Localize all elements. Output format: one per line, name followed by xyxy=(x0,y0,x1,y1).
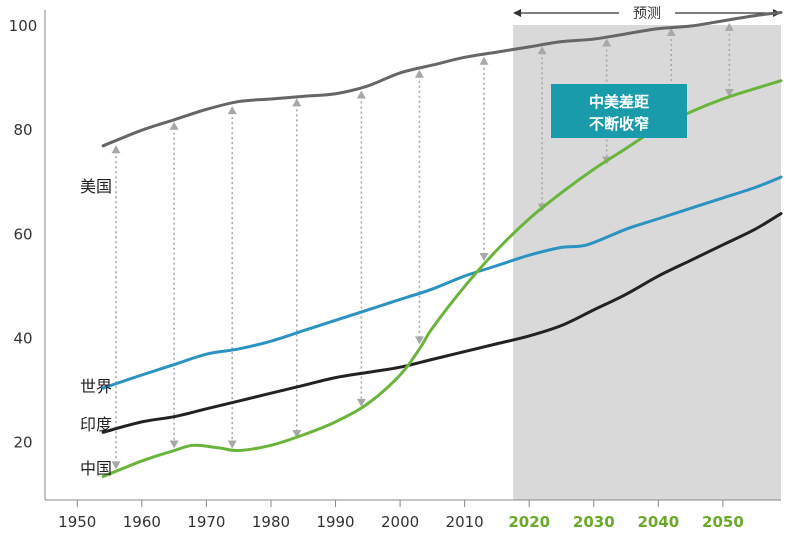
series-line-美国 xyxy=(101,11,783,148)
forecast-label: 预测 xyxy=(633,6,661,22)
x-tick-label: 1960 xyxy=(123,513,161,531)
y-tick-label: 60 xyxy=(13,225,32,243)
annotation: 中美差距 不断收窄 xyxy=(551,84,687,138)
series-lines xyxy=(101,11,783,479)
x-tick-label: 2010 xyxy=(446,513,484,531)
gap-marker xyxy=(356,90,366,407)
gap-marker xyxy=(724,22,734,97)
x-tick-label: 1970 xyxy=(187,513,225,531)
x-tick-label: 2000 xyxy=(381,513,419,531)
y-tick-label: 100 xyxy=(9,17,38,35)
gap-marker xyxy=(169,121,179,449)
x-tick-label: 2050 xyxy=(702,513,744,531)
gap-marker xyxy=(414,69,424,345)
x-tick-label: 1950 xyxy=(58,513,96,531)
y-tick-label: 80 xyxy=(13,121,32,139)
gap-marker xyxy=(479,56,489,262)
gap-marker xyxy=(292,98,302,439)
annotation-box xyxy=(551,84,687,138)
series-label-印度: 印度 xyxy=(80,415,112,434)
x-tick-label: 2030 xyxy=(573,513,615,531)
series-line-印度 xyxy=(101,212,783,434)
x-tick-label: 2020 xyxy=(508,513,550,531)
series-label-中国: 中国 xyxy=(80,459,112,478)
y-axis: 20 40 60 80 100 xyxy=(9,10,46,500)
x-tick-label: 1990 xyxy=(316,513,354,531)
annotation-text-line-1: 中美差距 xyxy=(589,93,649,111)
forecast-arrowhead-left xyxy=(513,9,522,17)
gap-marker xyxy=(227,106,237,449)
gap-marker xyxy=(111,145,121,470)
y-tick-label: 40 xyxy=(13,330,32,348)
series-label-世界: 世界 xyxy=(80,377,112,396)
x-axis: 1950 1960 1970 1980 1990 2000 2010 2020 2030 2040… xyxy=(45,499,781,531)
series-line-世界 xyxy=(101,175,783,390)
forecast-header: 预测 xyxy=(513,6,781,22)
annotation-text-line-2: 不断收窄 xyxy=(589,115,649,133)
series-label-美国: 美国 xyxy=(80,177,112,196)
y-tick-label: 20 xyxy=(13,434,32,452)
x-tick-label: 2040 xyxy=(637,513,679,531)
x-tick-label: 1980 xyxy=(252,513,290,531)
